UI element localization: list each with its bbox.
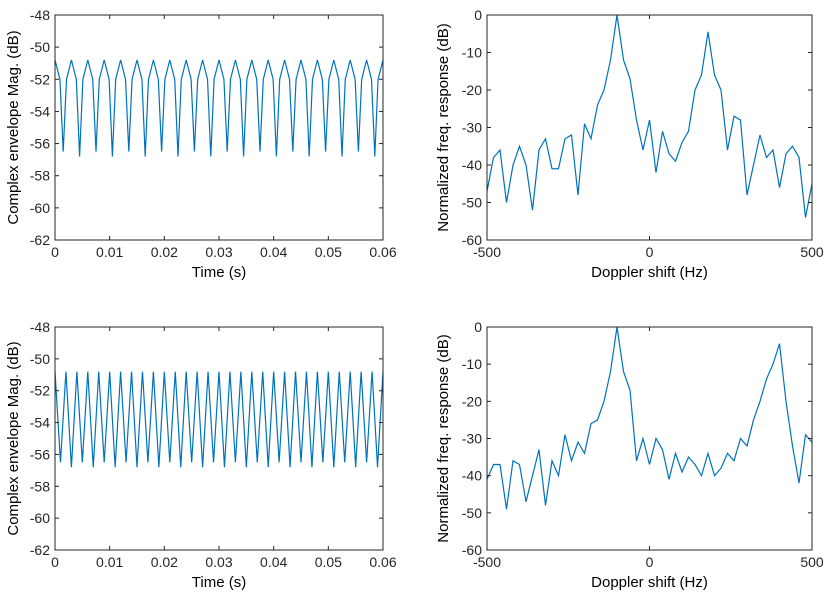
x-tick-label: 0 xyxy=(646,244,654,260)
data-line xyxy=(486,326,813,510)
axes-background xyxy=(55,15,383,240)
x-tick-label: 0 xyxy=(51,244,59,260)
y-tick-label: -10 xyxy=(462,356,482,372)
y-tick-label: -60 xyxy=(30,200,50,216)
y-tick-label: -60 xyxy=(462,542,482,558)
y-tick-label: -60 xyxy=(462,232,482,248)
x-tick-label: 0.06 xyxy=(369,554,396,570)
x-tick-label: 0.01 xyxy=(96,244,123,260)
data-line xyxy=(54,59,384,157)
x-axis-label: Doppler shift (Hz) xyxy=(591,574,708,591)
x-tick-label: 0.01 xyxy=(96,554,123,570)
y-axis-label: Normalized freq. response (dB) xyxy=(435,23,452,231)
y-tick-label: -60 xyxy=(30,510,50,526)
x-tick-label: 0 xyxy=(51,554,59,570)
x-tick-label: 0.02 xyxy=(151,244,178,260)
axes-background xyxy=(487,327,812,550)
y-tick-label: -56 xyxy=(30,136,50,152)
y-tick-label: -54 xyxy=(30,415,50,431)
y-tick-label: -30 xyxy=(462,120,482,136)
data-line xyxy=(486,14,813,218)
x-tick-label: 0.02 xyxy=(151,554,178,570)
y-tick-label: -58 xyxy=(30,168,50,184)
data-line xyxy=(54,371,384,468)
y-tick-label: -62 xyxy=(30,232,50,248)
x-tick-label: 0.04 xyxy=(260,554,287,570)
x-axis-label: Doppler shift (Hz) xyxy=(591,264,708,281)
y-tick-label: -48 xyxy=(30,319,50,335)
x-tick-label: 500 xyxy=(800,554,824,570)
x-tick-label: -500 xyxy=(473,244,501,260)
y-tick-label: -52 xyxy=(30,71,50,87)
x-tick-label: 0.06 xyxy=(369,244,396,260)
x-tick-label: 0.03 xyxy=(205,244,232,260)
y-tick-label: -62 xyxy=(30,542,50,558)
x-tick-label: 0.05 xyxy=(315,244,342,260)
y-tick-label: -48 xyxy=(30,7,50,23)
y-axis-label: Complex envelope Mag. (dB) xyxy=(5,30,22,224)
x-axis-label: Time (s) xyxy=(192,574,246,591)
axes-background xyxy=(487,15,812,240)
y-tick-label: -40 xyxy=(462,468,482,484)
y-tick-label: -58 xyxy=(30,478,50,494)
y-tick-label: -40 xyxy=(462,157,482,173)
y-axis-label: Complex envelope Mag. (dB) xyxy=(5,341,22,535)
axes-background xyxy=(55,327,383,550)
y-tick-label: -30 xyxy=(462,431,482,447)
y-tick-label: -50 xyxy=(462,195,482,211)
y-tick-label: -20 xyxy=(462,82,482,98)
y-axis-label: Normalized freq. response (dB) xyxy=(435,334,452,542)
y-tick-label: 0 xyxy=(474,319,482,335)
y-tick-label: -56 xyxy=(30,446,50,462)
x-tick-label: -500 xyxy=(473,554,501,570)
x-tick-label: 500 xyxy=(800,244,824,260)
x-axis-label: Time (s) xyxy=(192,264,246,281)
y-tick-label: -52 xyxy=(30,383,50,399)
y-tick-label: -50 xyxy=(462,505,482,521)
x-tick-label: 0.03 xyxy=(205,554,232,570)
y-tick-label: 0 xyxy=(474,7,482,23)
y-tick-label: -50 xyxy=(30,39,50,55)
x-tick-label: 0.04 xyxy=(260,244,287,260)
x-tick-label: 0.05 xyxy=(315,554,342,570)
y-tick-label: -20 xyxy=(462,393,482,409)
y-tick-label: -54 xyxy=(30,103,50,119)
y-tick-label: -10 xyxy=(462,45,482,61)
x-tick-label: 0 xyxy=(646,554,654,570)
y-tick-label: -50 xyxy=(30,351,50,367)
